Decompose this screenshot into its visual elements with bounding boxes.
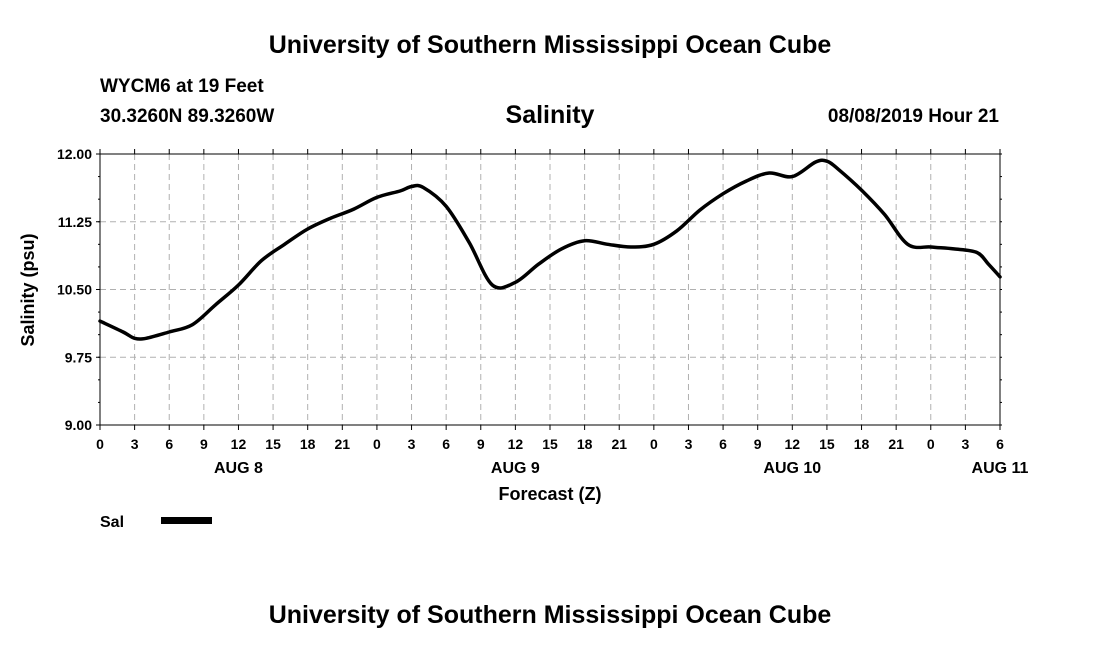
x-tick-label: 0 <box>927 436 935 452</box>
x-tick-label: 3 <box>408 436 416 452</box>
chart-title: Salinity <box>505 101 595 129</box>
grid-lines <box>100 154 1000 425</box>
x-tick-label: 6 <box>165 436 173 452</box>
legend-label-sal: Sal <box>100 514 124 531</box>
x-tick-label: 9 <box>477 436 485 452</box>
x-axis-label: Forecast (Z) <box>498 484 601 504</box>
bottom-title: University of Southern Mississippi Ocean… <box>268 601 832 629</box>
y-tick-label: 11.25 <box>58 214 92 230</box>
x-tick-label: 0 <box>650 436 658 452</box>
x-tick-label: 0 <box>373 436 381 452</box>
station-label: WYCM6 at 19 Feet <box>100 76 264 97</box>
x-tick-label: 3 <box>685 436 693 452</box>
series-line-sal <box>98 158 1002 341</box>
date-label: AUG 9 <box>491 460 540 477</box>
coordinates-label: 30.3260N 89.3260W <box>100 106 275 127</box>
x-tick-label: 3 <box>961 436 969 452</box>
x-tick-label: 6 <box>442 436 450 452</box>
x-tick-label: 12 <box>231 436 247 452</box>
x-tick-label: 15 <box>819 436 835 452</box>
date-label: AUG 11 <box>972 460 1029 477</box>
x-tick-label: 21 <box>611 436 627 452</box>
x-tick-label: 18 <box>854 436 870 452</box>
timestamp-label: 08/08/2019 Hour 21 <box>827 106 999 127</box>
x-tick-label: 9 <box>754 436 762 452</box>
x-tick-label: 21 <box>335 436 351 452</box>
x-tick-label: 9 <box>200 436 208 452</box>
legend-swatch-sal <box>161 517 212 524</box>
x-tick-label: 15 <box>542 436 558 452</box>
y-tick-label: 9.00 <box>65 417 92 433</box>
x-tick-label: 21 <box>888 436 904 452</box>
x-tick-label: 12 <box>508 436 524 452</box>
x-tick-label: 0 <box>96 436 104 452</box>
x-tick-label: 18 <box>300 436 316 452</box>
y-tick-label: 12.00 <box>57 146 92 162</box>
top-title: University of Southern Mississippi Ocean… <box>268 31 832 59</box>
x-tick-label: 18 <box>577 436 593 452</box>
x-tick-label: 12 <box>785 436 801 452</box>
y-axis-label: Salinity (psu) <box>18 233 38 346</box>
date-label: AUG 10 <box>763 460 821 477</box>
x-tick-label: 3 <box>131 436 139 452</box>
axis-ticks <box>96 149 1002 430</box>
x-tick-label: 6 <box>719 436 727 452</box>
x-tick-label: 15 <box>265 436 281 452</box>
y-tick-label: 9.75 <box>65 349 92 365</box>
y-tick-label: 10.50 <box>57 282 92 298</box>
x-tick-label: 6 <box>996 436 1004 452</box>
date-label: AUG 8 <box>214 460 263 477</box>
